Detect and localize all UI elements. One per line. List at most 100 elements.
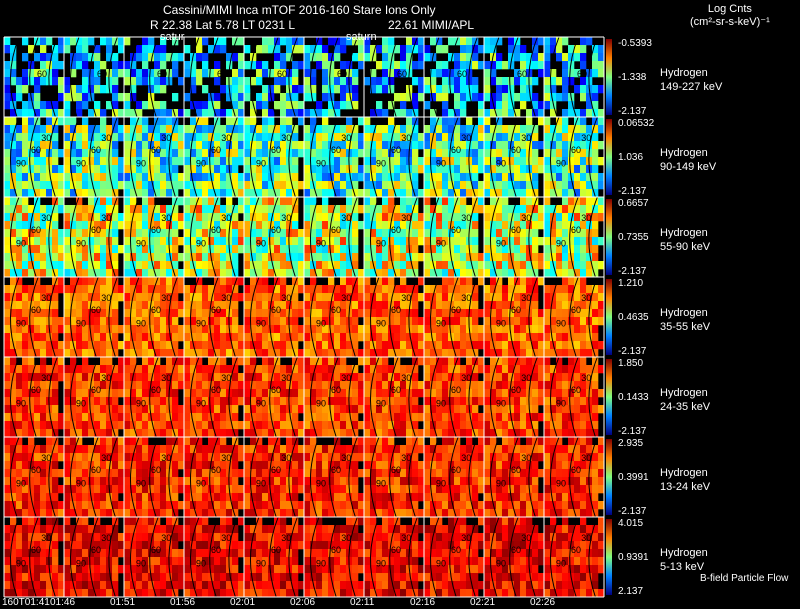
heat-cell: [214, 349, 221, 358]
heat-cell: [598, 213, 605, 222]
heat-cell: [310, 117, 317, 126]
heat-cell: [280, 101, 287, 110]
heat-cell: [316, 341, 323, 350]
heat-cell: [70, 269, 77, 278]
heat-cell: [538, 373, 545, 382]
heat-cell: [178, 413, 185, 422]
heat-cell: [64, 317, 71, 326]
heat-cell: [538, 117, 545, 126]
heat-cell: [64, 365, 71, 374]
heat-cell: [574, 429, 581, 438]
heat-cell: [286, 197, 293, 206]
heat-cell: [472, 165, 479, 174]
heat-cell: [160, 53, 167, 62]
heat-cell: [328, 213, 335, 222]
heat-cell: [100, 261, 107, 270]
heat-cell: [142, 101, 149, 110]
heat-cell: [286, 213, 293, 222]
heat-cell: [364, 141, 371, 150]
heat-cell: [550, 301, 557, 310]
heat-cell: [304, 221, 311, 230]
contour-line: [329, 276, 339, 358]
heat-cell: [262, 197, 269, 206]
heat-cell: [580, 173, 587, 182]
heat-cell: [136, 341, 143, 350]
heat-cell: [112, 453, 119, 462]
heat-cell: [400, 61, 407, 70]
heat-cell: [526, 341, 533, 350]
contour-line: [449, 196, 459, 278]
contour-line: [329, 116, 339, 198]
heat-cell: [484, 333, 491, 342]
heat-cell: [184, 429, 191, 438]
heat-cell: [328, 229, 335, 238]
contour-line: [588, 356, 598, 438]
heat-cell: [112, 117, 119, 126]
heat-cell: [244, 293, 251, 302]
heat-cell: [34, 365, 41, 374]
heat-cell: [268, 309, 275, 318]
heat-cell: [562, 125, 569, 134]
heat-cell: [226, 261, 233, 270]
heat-cell: [52, 477, 59, 486]
heat-cell: [94, 253, 101, 262]
heat-cell: [502, 157, 509, 166]
heat-cell: [304, 45, 311, 54]
heat-cell: [376, 325, 383, 334]
heat-cell: [22, 141, 29, 150]
heat-cell: [346, 221, 353, 230]
heat-cell: [196, 341, 203, 350]
heat-cell: [262, 133, 269, 142]
heat-cell: [208, 133, 215, 142]
heat-cell: [244, 365, 251, 374]
heat-cell: [388, 245, 395, 254]
contour-label: 60: [391, 225, 401, 235]
heat-cell: [406, 269, 413, 278]
heat-cell: [364, 357, 371, 366]
heat-cell: [268, 429, 275, 438]
heat-cell: [580, 149, 587, 158]
heat-cell: [154, 53, 161, 62]
heat-cell: [556, 389, 563, 398]
heat-cell: [538, 397, 545, 406]
heat-cell: [40, 501, 47, 510]
heat-cell: [352, 93, 359, 102]
heat-cell: [592, 389, 599, 398]
heat-cell: [352, 261, 359, 270]
heat-cell: [154, 173, 161, 182]
heat-cell: [520, 165, 527, 174]
heat-cell: [430, 349, 437, 358]
heat-cell: [244, 325, 251, 334]
heat-cell: [454, 109, 461, 118]
heat-cell: [406, 429, 413, 438]
contour-label: 60: [511, 225, 521, 235]
heat-cell: [106, 437, 113, 446]
heat-cell: [94, 309, 101, 318]
heat-cell: [70, 509, 77, 518]
heat-cell: [508, 277, 515, 286]
contour-line: [509, 276, 519, 358]
heat-cell: [466, 141, 473, 150]
heat-cell: [310, 285, 317, 294]
heat-cell: [514, 381, 521, 390]
heat-cell: [142, 61, 149, 70]
heat-cell: [76, 253, 83, 262]
heat-cell: [448, 245, 455, 254]
heat-cell: [298, 101, 305, 110]
heat-cell: [82, 77, 89, 86]
contour-line: [468, 356, 478, 438]
heat-cell: [544, 69, 551, 78]
heat-cell: [586, 221, 593, 230]
heat-cell: [328, 157, 335, 166]
heat-cell: [496, 149, 503, 158]
heat-cell: [406, 293, 413, 302]
heat-cell: [124, 93, 131, 102]
heat-cell: [100, 189, 107, 198]
heat-cell: [340, 365, 347, 374]
contour-label: 60: [331, 145, 341, 155]
heat-cell: [196, 357, 203, 366]
heat-cell: [178, 125, 185, 134]
heat-cell: [82, 325, 89, 334]
heat-cell: [274, 333, 281, 342]
heat-cell: [34, 429, 41, 438]
